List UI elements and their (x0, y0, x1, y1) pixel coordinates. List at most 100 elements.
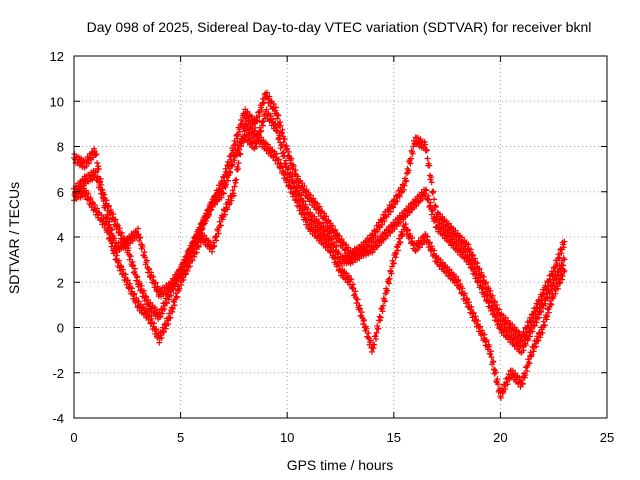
data-point (354, 296, 361, 303)
data-point (281, 152, 288, 159)
data-point (496, 306, 503, 313)
data-point (499, 322, 506, 329)
data-point (554, 285, 561, 292)
data-point (384, 233, 391, 240)
data-point (492, 369, 499, 376)
data-point (429, 207, 436, 214)
data-point (254, 117, 261, 124)
x-tick-label: 10 (280, 430, 294, 445)
data-point (386, 275, 393, 282)
data-point (182, 270, 189, 277)
data-point (371, 341, 378, 348)
data-point (130, 262, 137, 269)
data-point (430, 188, 437, 195)
data-point (374, 228, 381, 235)
data-point (131, 290, 138, 297)
data-point (205, 212, 212, 219)
data-point (207, 206, 214, 213)
data-point (180, 276, 187, 283)
y-axis-label: SDTVAR / TECUs (6, 182, 22, 294)
data-point (288, 155, 295, 162)
data-point (295, 197, 302, 204)
data-point (373, 329, 380, 336)
data-point (323, 238, 330, 245)
data-point (402, 221, 409, 228)
ticks-layer: 0 5 10 15 20 25 -4 -2 0 2 4 6 8 10 12 (50, 49, 615, 445)
data-point (535, 314, 542, 321)
data-point (377, 314, 384, 321)
data-point (406, 209, 413, 216)
data-point (409, 235, 416, 242)
data-point (452, 273, 459, 280)
data-point (486, 343, 493, 350)
data-point (379, 308, 386, 315)
data-point (161, 328, 168, 335)
data-point (282, 170, 289, 177)
data-point (258, 127, 265, 134)
data-point (522, 342, 529, 349)
y-tick-label: 8 (57, 140, 64, 155)
data-point (215, 230, 222, 237)
series-track-2 (71, 106, 568, 356)
data-point (144, 307, 151, 314)
data-point (413, 202, 420, 209)
data-point (548, 301, 555, 308)
data-point (345, 244, 352, 251)
data-point (436, 221, 443, 228)
data-point (390, 260, 397, 267)
data-point (338, 236, 345, 243)
data-point (424, 155, 431, 162)
data-point (146, 312, 153, 319)
data-point (279, 126, 286, 133)
data-point (277, 122, 284, 129)
data-point (439, 213, 446, 220)
data-point (174, 294, 181, 301)
data-point (389, 263, 396, 270)
data-point (422, 141, 429, 148)
data-point (461, 237, 468, 244)
data-point (541, 322, 548, 329)
data-point (532, 343, 539, 350)
data-point (470, 252, 477, 259)
data-point (245, 120, 252, 127)
data-point (195, 243, 202, 250)
data-point (476, 265, 483, 272)
data-point (213, 233, 220, 240)
data-point (304, 206, 311, 213)
data-point (139, 243, 146, 250)
data-point (431, 196, 438, 203)
data-point (284, 145, 291, 152)
data-point (125, 245, 132, 252)
data-point (424, 233, 431, 240)
data-point (357, 305, 364, 312)
data-point (100, 215, 107, 222)
data-point (480, 284, 487, 291)
data-point (301, 211, 308, 218)
data-point (560, 244, 567, 251)
y-tick-label: 4 (57, 230, 64, 245)
data-point (168, 292, 175, 299)
data-point (461, 290, 468, 297)
data-point (116, 257, 123, 264)
data-point (169, 305, 176, 312)
data-point (231, 183, 238, 190)
data-point (105, 202, 112, 209)
data-point (118, 230, 125, 237)
data-point (330, 248, 337, 255)
data-point (363, 325, 370, 332)
data-point (238, 142, 245, 149)
data-point (520, 347, 527, 354)
data-point (350, 285, 357, 292)
data-point (150, 320, 157, 327)
data-point (323, 213, 330, 220)
data-point (326, 229, 333, 236)
data-point (297, 203, 304, 210)
data-point (515, 339, 522, 346)
data-point (95, 166, 102, 173)
data-point (538, 309, 545, 316)
data-point (339, 265, 346, 272)
data-point (291, 178, 298, 185)
data-point (227, 170, 234, 177)
data-point (561, 267, 568, 274)
y-tick-label: 2 (57, 275, 64, 290)
